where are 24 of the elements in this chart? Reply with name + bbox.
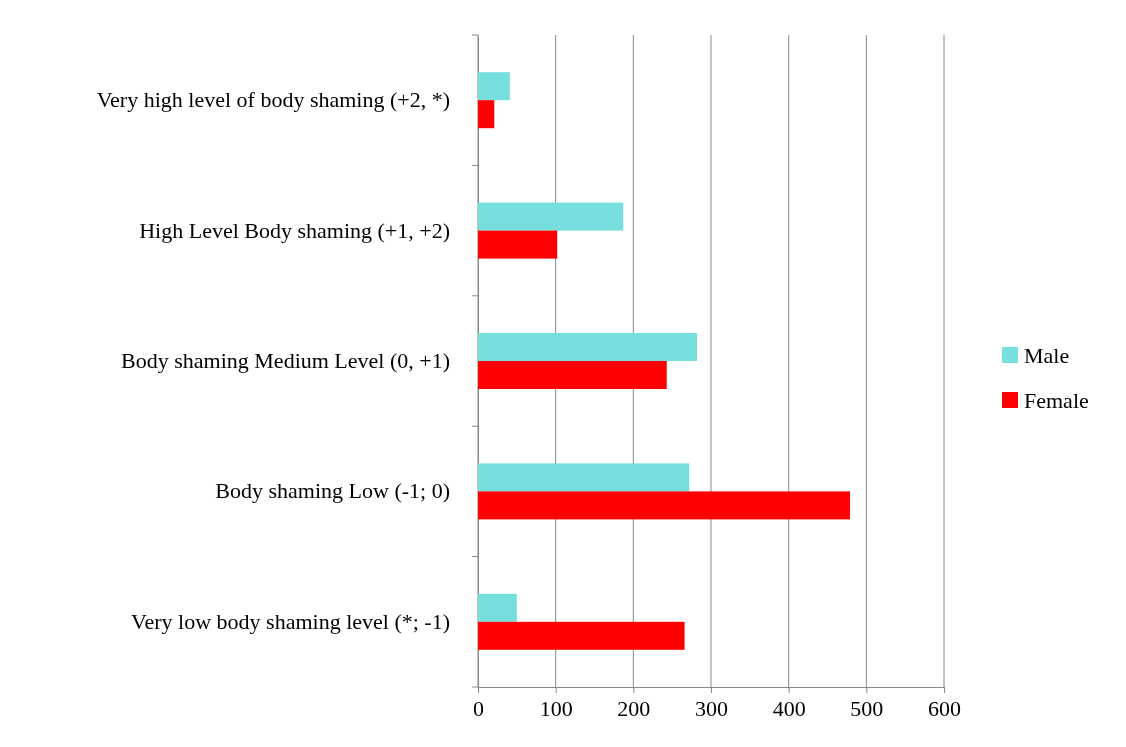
bar — [478, 361, 667, 389]
x-tick-label: 0 — [473, 695, 484, 721]
y-tick-label: Very high level of body shaming (+2, *) — [96, 87, 450, 113]
x-tick-label: 600 — [928, 695, 961, 721]
y-tick-label: High Level Body shaming (+1, +2) — [139, 217, 450, 243]
x-tick-label: 500 — [850, 695, 884, 721]
bar — [478, 202, 624, 231]
x-tick-label: 100 — [539, 695, 573, 721]
bar — [478, 593, 517, 622]
legend-label: Male — [1024, 342, 1070, 368]
y-tick-label: Body shaming Medium Level (0, +1) — [121, 348, 450, 374]
legend-label: Female — [1024, 387, 1089, 413]
y-tick-label: Very low body shaming level (*; -1) — [131, 608, 450, 634]
x-tick-label: 400 — [772, 695, 806, 721]
bar — [478, 621, 685, 650]
bar — [478, 491, 851, 520]
bar — [478, 463, 690, 492]
y-tick-label: Body shaming Low (-1; 0) — [215, 478, 450, 504]
bar — [478, 333, 698, 361]
bar — [478, 230, 558, 259]
x-tick-label: 200 — [617, 695, 651, 721]
x-tick-label: 300 — [695, 695, 728, 721]
bar — [478, 100, 495, 129]
bar — [478, 72, 510, 101]
